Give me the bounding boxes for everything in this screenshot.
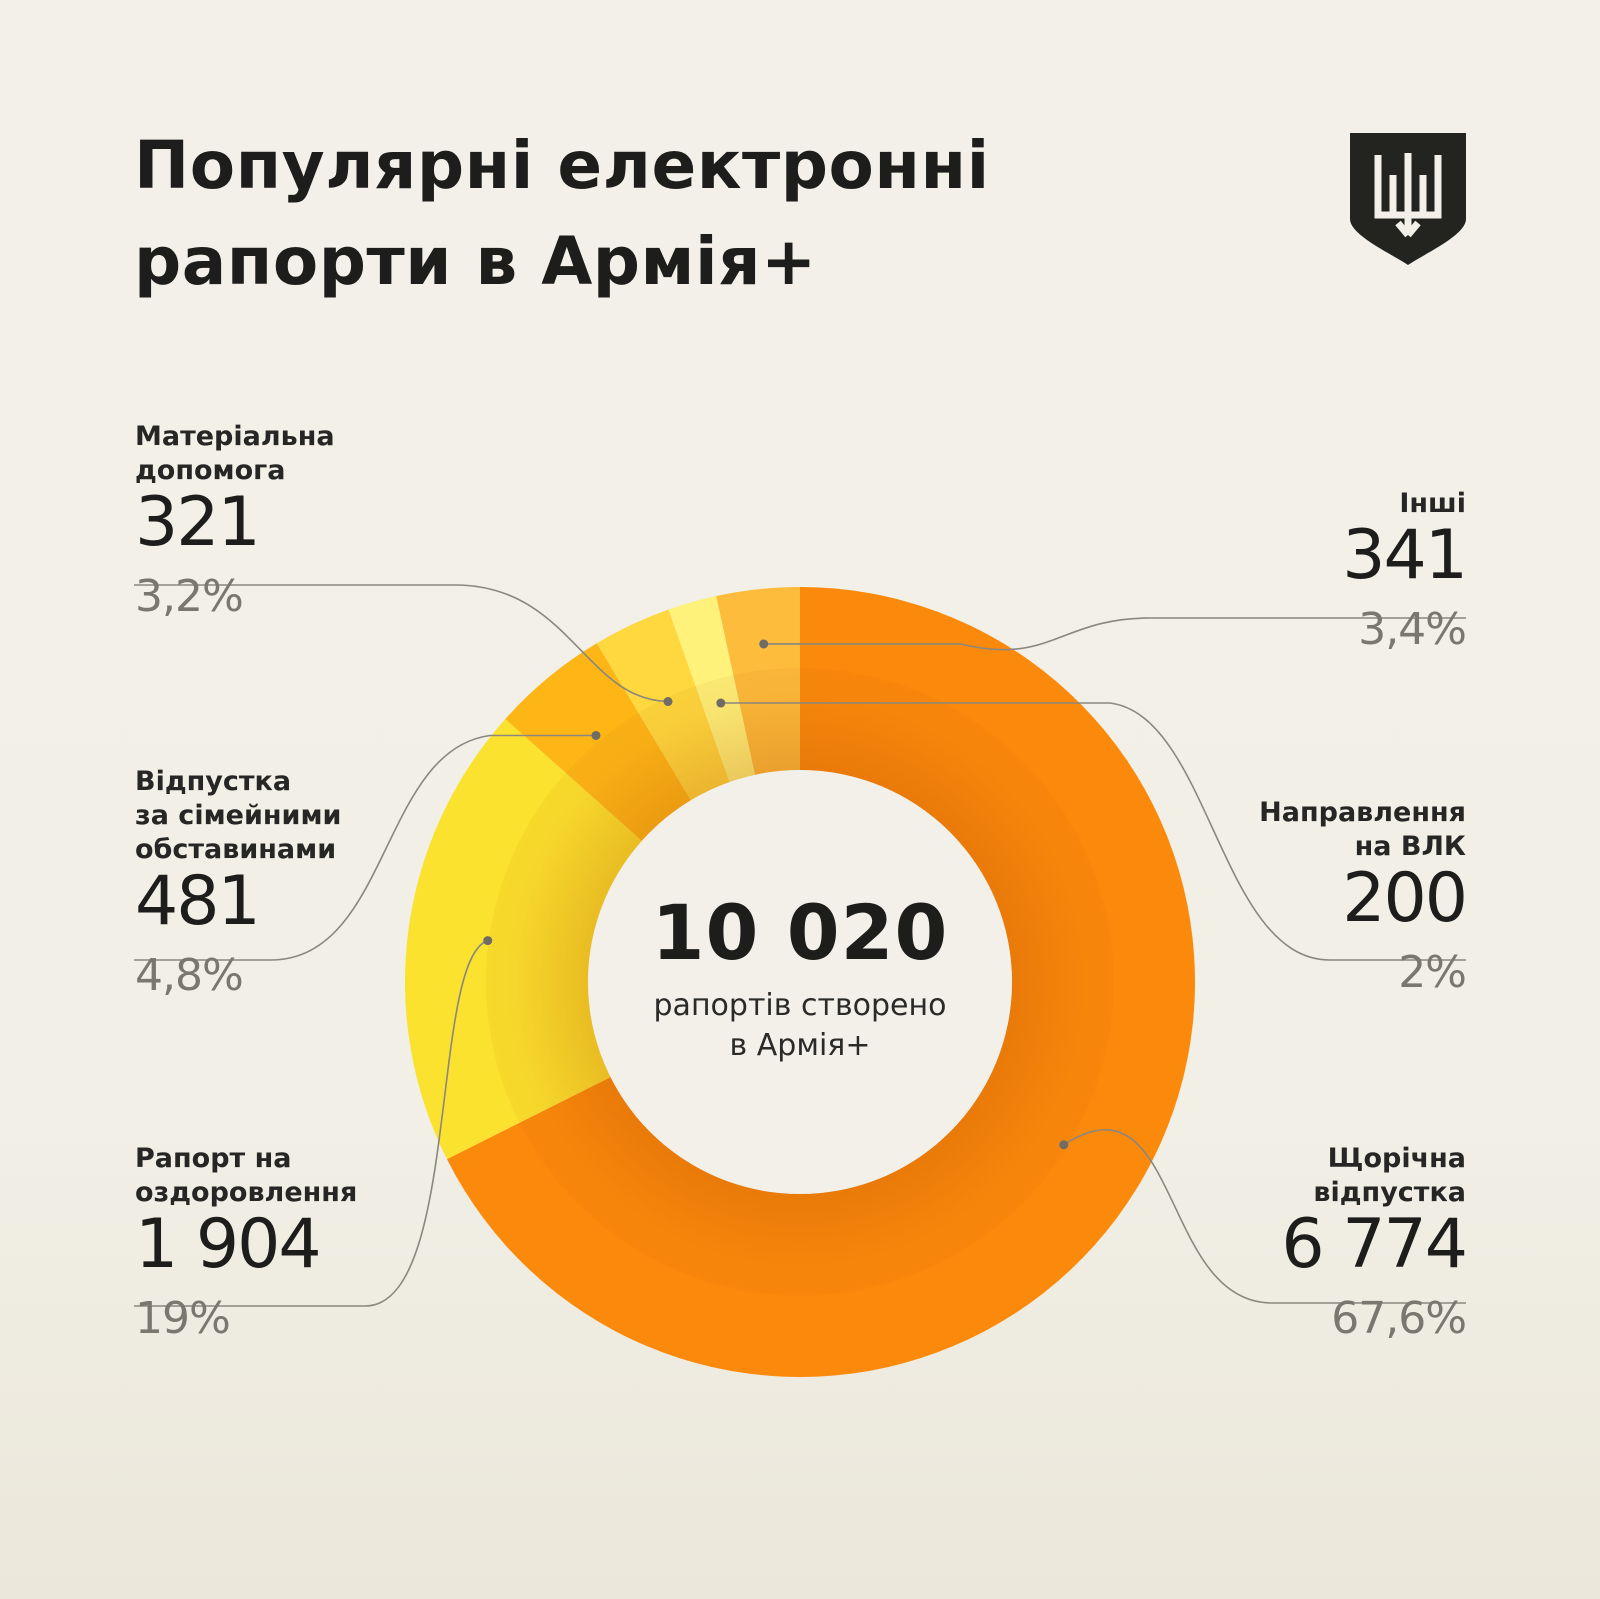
label-family-leave: Відпустка за сімейними обставинами 481 4… [135,765,341,1001]
slice-percent: 4,8% [135,950,244,1001]
slice-value: 6 774 [1281,1205,1468,1284]
label-annual-leave: Щорічна відпустка 6 774 67,6% [1281,1142,1468,1344]
leader-line-recovery [134,939,488,1307]
slice-percent: 2% [1398,947,1467,998]
leader-line-family-leave [134,734,596,961]
chart-title-line-1: Популярні електронні [134,127,990,204]
slice-name: Відпустка за сімейними обставинами [135,766,342,865]
label-other: Інші 341 3,4% [1342,487,1468,655]
leader-line-other [763,617,1466,651]
slice-value: 1 904 [135,1205,322,1284]
leader-dot-annual-leave [1059,1140,1069,1150]
slice-name: Матеріальна допомога [135,421,335,486]
donut-center-summary: 10 020 рапортів створено в Армія+ [610,890,990,1066]
chart-title-line-2: рапорти в Армія+ [134,223,817,300]
total-caption-line-2: в Армія+ [729,1028,871,1063]
leader-dot-recovery [483,936,493,946]
trident-shield-icon [1350,133,1466,265]
label-recovery: Рапорт на оздоровлення 1 904 19% [135,1142,357,1344]
slice-value: 341 [1342,516,1468,595]
leader-line-material-aid [134,584,669,703]
slice-percent: 19% [135,1293,231,1344]
slice-percent: 3,4% [1358,604,1467,655]
label-medical-commission: Направлення на ВЛК 200 2% [1259,796,1468,998]
total-count: 10 020 [651,888,949,977]
slice-value: 481 [135,862,261,941]
chart-title: Популярні електронні рапорти в Армія+ [134,118,990,310]
slice-name: Рапорт на оздоровлення [135,1143,358,1208]
leader-dot-material-aid [663,697,673,707]
leader-dot-medical-commission [716,698,726,708]
slice-value: 321 [135,483,261,562]
leader-dot-other [759,639,769,649]
slice-percent: 67,6% [1331,1293,1467,1344]
leader-dot-family-leave [591,730,601,740]
slice-percent: 3,2% [135,571,244,622]
slice-name: Інші [1399,488,1466,519]
slice-name: Щорічна відпустка [1313,1143,1466,1208]
total-caption: рапортів створено в Армія+ [610,986,990,1066]
donut-hole [588,770,1012,1194]
leader-line-annual-leave [1063,1129,1466,1304]
total-caption-line-1: рапортів створено [653,988,947,1023]
slice-name: Направлення на ВЛК [1259,797,1466,862]
leader-line-medical-commission [720,702,1466,961]
label-material-aid: Матеріальна допомога 321 3,2% [135,420,335,622]
slice-value: 200 [1342,859,1468,938]
